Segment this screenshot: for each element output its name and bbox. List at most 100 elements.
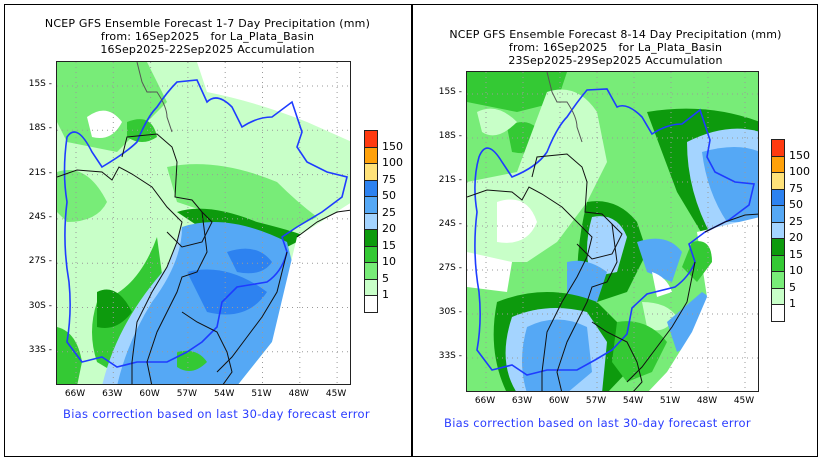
country-border xyxy=(556,223,618,391)
country-border xyxy=(181,311,233,384)
colorbar-swatch xyxy=(364,295,378,313)
colorbar-label: 75 xyxy=(382,172,396,186)
coastline xyxy=(296,209,350,238)
field-patch xyxy=(207,92,350,192)
field-patch xyxy=(637,238,682,282)
lon-tick-label: 66W xyxy=(64,389,86,399)
lon-tick-label: 60W xyxy=(548,396,570,406)
basin-boundary xyxy=(474,88,755,376)
colorbar-label: 1 xyxy=(382,288,389,301)
colorbar-label: 50 xyxy=(789,198,803,211)
lon-tick-label: 54W xyxy=(214,389,235,399)
country-border xyxy=(146,211,208,384)
colorbar-swatch xyxy=(771,221,785,239)
field-patch xyxy=(102,227,182,384)
panel-title-line2: from: 16Sep2025 for La_Plata_Basin xyxy=(100,30,315,43)
field-patch xyxy=(187,269,267,315)
field-patch xyxy=(477,108,517,136)
lon-tick-label: 60W xyxy=(139,389,160,399)
lat-tick-label: 18S - xyxy=(438,131,462,141)
panel-title-line1: NCEP GFS Ensemble Forecast 8-14 Day Prec… xyxy=(449,28,782,41)
colorbar-swatch xyxy=(771,238,785,256)
colorbar-label: 150 xyxy=(789,148,810,162)
country-border xyxy=(136,62,173,133)
lat-tick-label: 30S - xyxy=(28,300,52,311)
field-patch xyxy=(97,289,132,328)
country-border xyxy=(121,133,213,248)
lon-tick-label: 54W xyxy=(622,396,644,406)
field-patch xyxy=(702,147,758,222)
colorbar-label: 1 xyxy=(789,297,796,310)
colorbar-label: 10 xyxy=(789,264,803,277)
colorbar-label: 75 xyxy=(789,181,803,195)
country-border xyxy=(57,166,183,384)
country-border xyxy=(467,186,593,391)
panel-week1: NCEP GFS Ensemble Forecast 1-7 Day Preci… xyxy=(4,4,411,457)
panel-title-line3: 16Sep2025-22Sep2025 Accumulation xyxy=(100,43,315,56)
colorbar-swatch xyxy=(364,196,378,214)
precip-map-week1 xyxy=(56,61,351,385)
graticule xyxy=(57,62,350,384)
lon-tick-label: 45W xyxy=(733,396,755,406)
lat-tick-label: 27S - xyxy=(438,263,462,273)
colorbar-swatch xyxy=(771,205,785,223)
field-patch xyxy=(57,170,107,222)
colorbar-swatch xyxy=(364,130,378,148)
colorbar-label: 15 xyxy=(382,238,396,252)
lon-tick-label: 66W xyxy=(474,396,496,406)
graticule xyxy=(467,72,758,391)
basin-boundary xyxy=(63,79,348,368)
lon-tick-label: 48W xyxy=(696,396,718,406)
colorbar-label: 20 xyxy=(382,222,396,235)
colorbar-label: 15 xyxy=(789,247,803,261)
lat-tick-label: 21S - xyxy=(28,167,52,178)
colorbar-swatch xyxy=(364,245,378,263)
colorbar-label: 50 xyxy=(382,189,396,202)
colorbar-label: 100 xyxy=(789,165,810,178)
lat-tick-label: 33S - xyxy=(438,351,462,361)
lat-tick-label: 30S - xyxy=(438,307,462,317)
field-patch xyxy=(238,203,350,384)
colorbar-swatch xyxy=(771,304,785,322)
colorbar-swatch xyxy=(364,179,378,197)
colorbar-swatch xyxy=(364,229,378,247)
lat-tick-label: 15S - xyxy=(28,79,52,89)
precip-field-week2 xyxy=(467,72,758,391)
lon-tick-label: 63W xyxy=(102,389,123,399)
lat-tick-label: 33S - xyxy=(28,344,52,355)
lon-tick-label: 51W xyxy=(659,396,681,406)
field-patch xyxy=(497,199,537,243)
lat-tick-label: 18S - xyxy=(28,123,52,134)
colorbar-swatch xyxy=(771,139,785,157)
field-patch xyxy=(567,260,607,302)
colorbar-label: 20 xyxy=(789,231,803,244)
colorbar-swatch xyxy=(364,163,378,181)
panel-week2: NCEP GFS Ensemble Forecast 8-14 Day Prec… xyxy=(413,4,818,457)
colorbar-label: 25 xyxy=(789,214,803,228)
colorbar-label: 25 xyxy=(382,205,396,219)
panel-title-line2: from: 16Sep2025 for La_Plata_Basin xyxy=(508,41,723,54)
colorbar-swatch xyxy=(771,155,785,173)
field-patch xyxy=(167,164,317,232)
field-patch xyxy=(177,350,207,371)
lon-tick-label: 48W xyxy=(288,389,309,399)
country-border xyxy=(531,153,623,260)
colorbar-swatch xyxy=(364,212,378,230)
lon-tick-label: 51W xyxy=(251,389,272,399)
precip-map-week2 xyxy=(466,71,759,392)
colorbar-swatch xyxy=(364,262,378,280)
coastline xyxy=(216,251,288,373)
lon-tick-label: 57W xyxy=(176,389,198,399)
colorbar-label: 5 xyxy=(789,280,796,294)
lat-tick-label: 27S - xyxy=(28,256,52,267)
colorbar-swatch xyxy=(771,271,785,289)
colorbar-swatch xyxy=(771,254,785,272)
panel-title-line1: NCEP GFS Ensemble Forecast 1-7 Day Preci… xyxy=(44,17,371,30)
colorbar-label: 150 xyxy=(382,139,403,153)
bias-correction-note-week2: Bias correction based on last 30-day for… xyxy=(444,416,751,430)
field-patch xyxy=(467,72,567,112)
field-patch xyxy=(57,327,82,384)
panel-title-line3: 23Sep2025-29Sep2025 Accumulation xyxy=(508,54,723,67)
colorbar-swatch xyxy=(364,146,378,164)
panel-divider xyxy=(411,4,413,457)
